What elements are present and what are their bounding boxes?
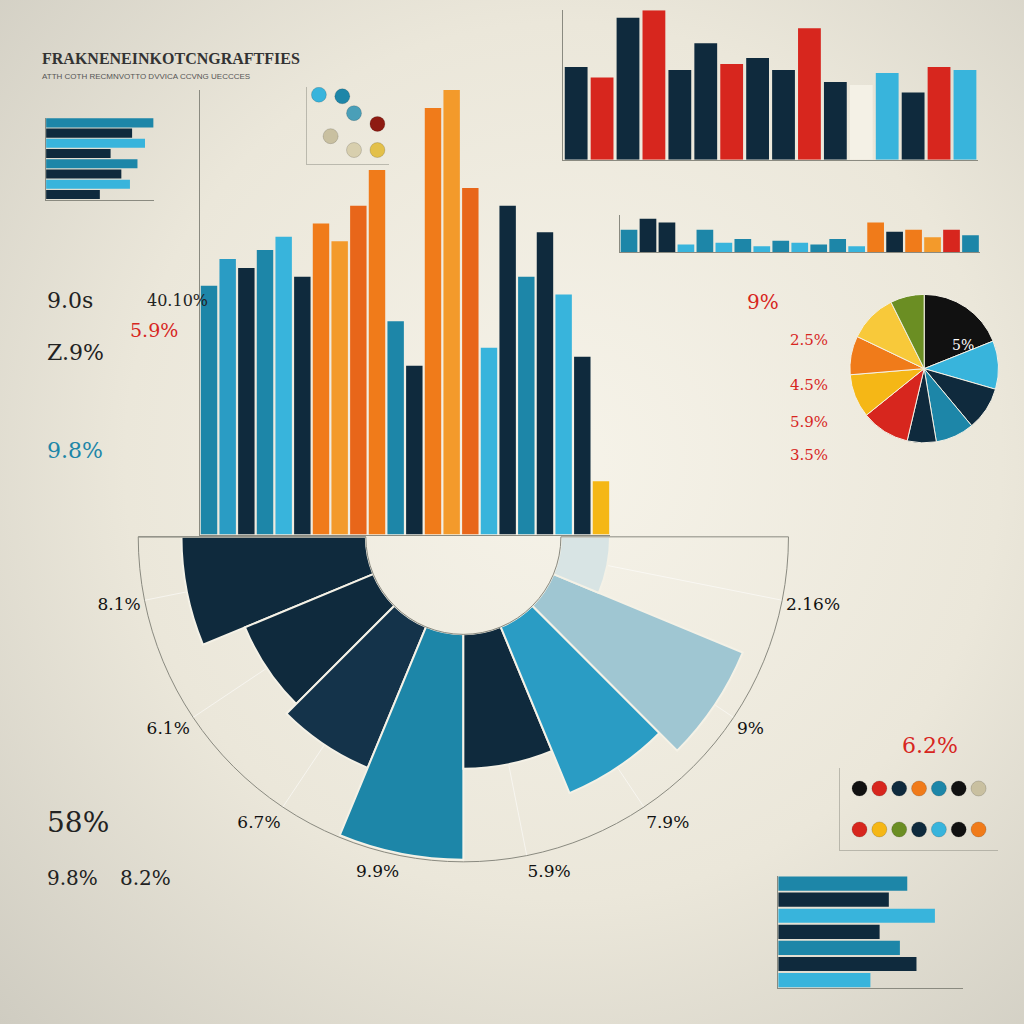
svg-text:Z.9%: Z.9% — [47, 340, 104, 365]
svg-text:5.9%: 5.9% — [528, 861, 571, 881]
svg-text:40.10%: 40.10% — [147, 291, 208, 310]
svg-text:9.0s: 9.0s — [47, 288, 93, 313]
svg-text:4.5%: 4.5% — [790, 376, 828, 394]
svg-text:2.5%: 2.5% — [790, 331, 828, 349]
svg-text:2.16%: 2.16% — [786, 594, 840, 614]
svg-text:9%: 9% — [737, 718, 764, 738]
svg-text:9.8%: 9.8% — [47, 438, 103, 463]
svg-text:FRAKNENEINKOTCNGRAFTFIES: FRAKNENEINKOTCNGRAFTFIES — [42, 50, 300, 67]
svg-text:9%: 9% — [747, 290, 779, 314]
svg-text:58%: 58% — [47, 806, 109, 839]
svg-text:8.1%: 8.1% — [97, 594, 140, 614]
svg-text:6.7%: 6.7% — [237, 812, 280, 832]
svg-text:5.9%: 5.9% — [130, 319, 178, 341]
svg-text:7.9%: 7.9% — [646, 812, 689, 832]
svg-text:ATTH COTH RECMNVOTTO DVVICA CC: ATTH COTH RECMNVOTTO DVVICA CCVNG UECCCE… — [42, 72, 250, 81]
svg-text:9.8%: 9.8% — [47, 866, 98, 890]
svg-text:5%: 5% — [952, 337, 974, 353]
svg-text:8.2%: 8.2% — [120, 866, 171, 890]
svg-text:6.2%: 6.2% — [902, 733, 958, 758]
svg-text:3.5%: 3.5% — [790, 446, 828, 464]
svg-text:6.1%: 6.1% — [147, 718, 190, 738]
svg-text:5.9%: 5.9% — [790, 413, 828, 431]
svg-text:9.9%: 9.9% — [356, 861, 399, 881]
